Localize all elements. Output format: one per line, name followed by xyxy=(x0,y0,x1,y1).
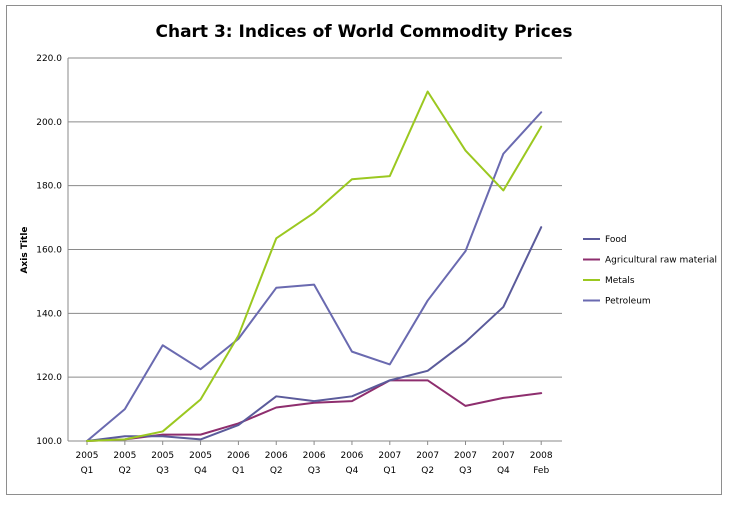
legend-label: Agricultural raw material xyxy=(605,256,717,266)
y-tick-label: 140.0 xyxy=(36,309,62,319)
x-tick-labels: 2005 Q1 2005 Q2 2005 Q3 2005 Q4 2006 Q1 2006 Q2 2006… xyxy=(76,451,553,476)
x-tick-label-year: 2005 xyxy=(113,451,136,461)
gridlines xyxy=(68,57,562,378)
y-tick-label: 100.0 xyxy=(36,437,62,447)
x-tick-label-year: 2007 xyxy=(416,451,439,461)
x-tick-label-period: Q2 xyxy=(118,466,131,476)
x-tick-label-year: 2007 xyxy=(492,451,515,461)
y-tick-label: 220.0 xyxy=(36,54,62,64)
chart-title: Chart 3: Indices of World Commodity Pric… xyxy=(156,22,573,42)
legend: Food Agricultural raw material Metals Petro… xyxy=(583,235,717,307)
y-tick-label: 200.0 xyxy=(36,118,62,128)
legend-label: Metals xyxy=(605,276,635,286)
x-tick-label-period: Q3 xyxy=(459,466,472,476)
legend-label: Food xyxy=(605,235,627,245)
series-lines xyxy=(86,90,543,442)
x-tick-label-period: Q1 xyxy=(81,466,94,476)
x-tick-label-year: 2006 xyxy=(303,451,326,461)
series-line-petroleum xyxy=(86,111,543,442)
x-tick-label-period: Q2 xyxy=(270,466,283,476)
x-tick-label-period: Q1 xyxy=(383,466,396,476)
y-tick-labels: 100.0 120.0 140.0 160.0 180.0 200.0 220.0 xyxy=(36,54,62,447)
x-tick-label-year: 2005 xyxy=(189,451,212,461)
x-tick-label-period: Q3 xyxy=(156,466,169,476)
x-tick-label-period: Q4 xyxy=(194,466,207,476)
x-tick-label-period: Feb xyxy=(533,466,549,476)
x-tick-label-year: 2008 xyxy=(530,451,553,461)
x-tick-label-year: 2006 xyxy=(340,451,363,461)
x-tick-label-period: Q3 xyxy=(308,466,321,476)
x-tick-label-year: 2005 xyxy=(76,451,99,461)
series-line-metals xyxy=(86,90,543,442)
x-tick-label-year: 2007 xyxy=(378,451,401,461)
x-tick-label-period: Q1 xyxy=(232,466,245,476)
x-tick-label-period: Q4 xyxy=(346,466,359,476)
y-tick-label: 180.0 xyxy=(36,182,62,192)
axes xyxy=(67,58,562,445)
x-tick-label-period: Q2 xyxy=(421,466,434,476)
y-tick-label: 120.0 xyxy=(36,373,62,383)
x-tick-label-year: 2006 xyxy=(227,451,250,461)
x-tick-label-year: 2006 xyxy=(265,451,288,461)
x-tick-label-period: Q4 xyxy=(497,466,510,476)
y-tick-label: 160.0 xyxy=(36,246,62,256)
series-line-food xyxy=(86,226,543,442)
series-line-agricultural-raw-material xyxy=(86,379,543,442)
y-axis-title: Axis Title xyxy=(20,226,30,273)
legend-label: Petroleum xyxy=(605,297,651,307)
x-tick-label-year: 2005 xyxy=(151,451,174,461)
x-tick-label-year: 2007 xyxy=(454,451,477,461)
